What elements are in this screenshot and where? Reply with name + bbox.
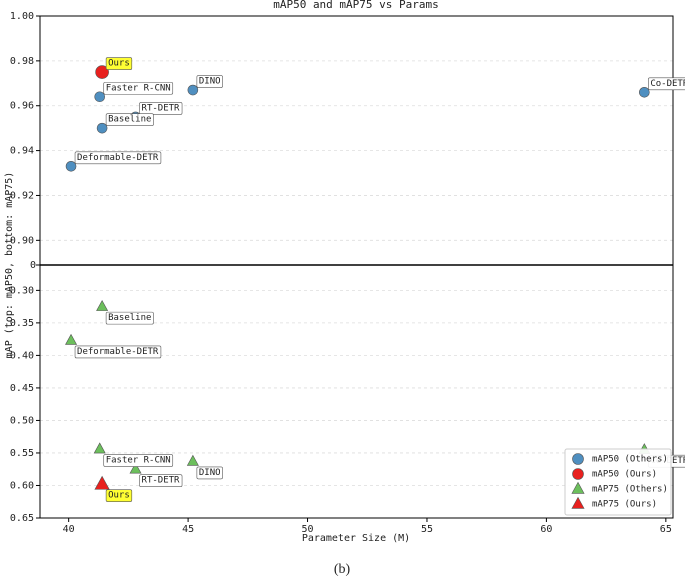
- label-box: [105, 113, 154, 126]
- y-tick-label: 0.35: [10, 318, 34, 329]
- caption: (b): [334, 562, 351, 577]
- y-tick-label: 0.65: [10, 513, 34, 524]
- y-tick-label: 0.30: [10, 285, 34, 296]
- marker: [94, 91, 106, 103]
- x-tick-label: 60: [540, 524, 552, 535]
- marker: [129, 462, 142, 474]
- label-box: [196, 75, 223, 88]
- x-tick-label: 40: [63, 524, 75, 535]
- marker: [572, 453, 584, 465]
- legend-label: mAP50 (Ours): [592, 470, 657, 480]
- chart-title: mAP50 and mAP75 vs Params: [273, 0, 439, 11]
- point-label: RT-DETR: [142, 103, 181, 113]
- y-tick-label: 0.40: [10, 350, 34, 361]
- marker: [94, 475, 110, 490]
- y-tick-label: 0.98: [10, 56, 34, 67]
- label-box: [105, 489, 133, 502]
- marker: [571, 481, 585, 494]
- plot-frame: [39, 15, 674, 519]
- x-tick-label: 65: [660, 524, 672, 535]
- y-tick-label: 1.00: [10, 11, 34, 22]
- marker: [639, 86, 650, 98]
- legend-label: mAP75 (Others): [592, 485, 668, 495]
- y-tick-label: 0.60: [10, 480, 34, 491]
- legend-label: mAP50 (Others): [592, 455, 668, 465]
- y-tick-label: 0.94: [10, 146, 34, 157]
- divider-label: 0: [30, 260, 36, 271]
- marker: [93, 442, 106, 454]
- marker: [186, 454, 199, 466]
- label-box: [103, 81, 174, 95]
- point-label: Ours: [108, 491, 130, 501]
- marker: [96, 122, 108, 134]
- label-box: [196, 466, 223, 480]
- point-label: RT-DETR: [142, 476, 181, 486]
- x-tick-label: 45: [182, 524, 194, 535]
- point-label: Faster R-CNN: [106, 83, 171, 93]
- label-box: [74, 151, 162, 165]
- marker: [96, 300, 109, 311]
- x-tick-label: 55: [421, 524, 433, 535]
- point-label: Ours: [108, 59, 130, 69]
- x-tick-label: 50: [302, 524, 314, 535]
- y-tick-label: 0.90: [10, 235, 34, 246]
- marker: [187, 84, 199, 96]
- y-tick-label: 0.96: [10, 101, 34, 112]
- marker: [65, 333, 78, 345]
- point-label: Baseline: [108, 115, 151, 125]
- y-tick-label: 0.45: [10, 383, 34, 394]
- marker: [95, 65, 109, 79]
- marker: [571, 496, 585, 509]
- y-tick-label: 0.55: [10, 448, 34, 459]
- label-box: [139, 474, 183, 488]
- label-box: [74, 345, 162, 359]
- point-label: Baseline: [108, 313, 151, 323]
- point-label: Deformable-DETR: [77, 347, 159, 357]
- point-label: DINO: [199, 468, 221, 478]
- label-box: [103, 454, 174, 467]
- label-box: [105, 311, 154, 325]
- point-label: DINO: [199, 77, 221, 87]
- point-label: Deformable-DETR: [77, 153, 159, 163]
- legend-box: [564, 448, 672, 516]
- marker: [572, 468, 584, 480]
- legend-label: mAP75 (Ours): [592, 500, 657, 510]
- marker: [65, 160, 77, 172]
- y-axis-label: mAP (top: mAP50, bottom: mAP75): [4, 172, 15, 359]
- label-box: [105, 57, 133, 70]
- y-tick-label: 0.50: [10, 415, 34, 426]
- point-label: Faster R-CNN: [106, 456, 171, 466]
- x-axis-label: Parameter Size (M): [302, 533, 410, 544]
- label-box: [139, 102, 183, 115]
- y-tick-label: 0.92: [10, 190, 34, 201]
- label-box: [648, 77, 685, 91]
- point-label: Co-DETR: [650, 79, 685, 89]
